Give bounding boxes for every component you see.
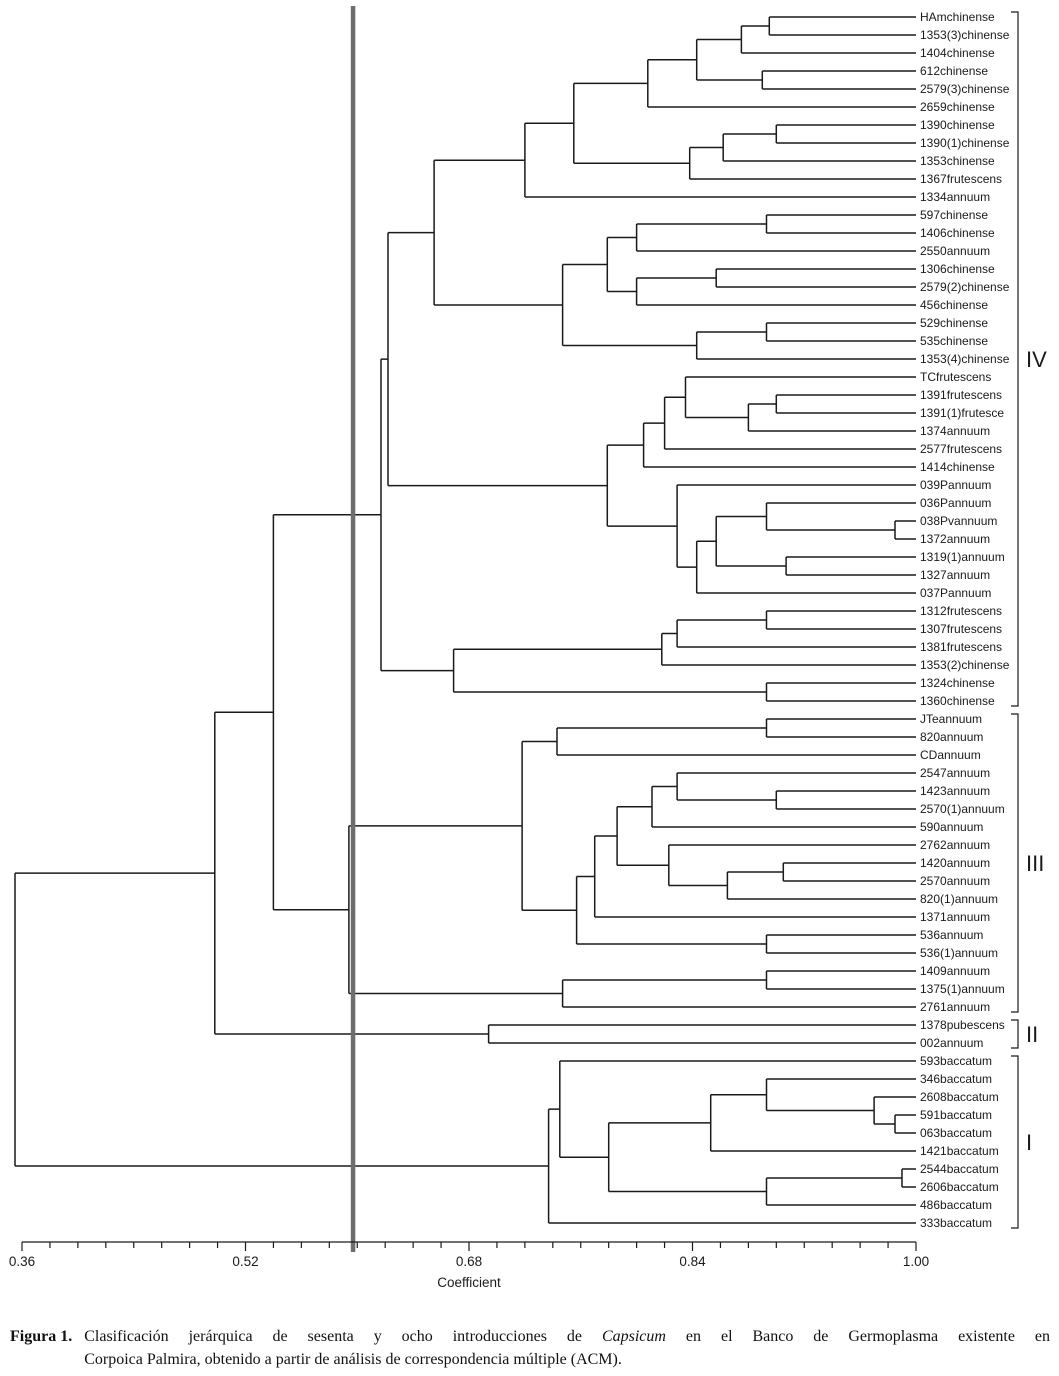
leaf-label: 1353(4)chinense bbox=[920, 352, 1010, 366]
leaf-label: 456chinense bbox=[920, 298, 988, 312]
leaf-label: 1391(1)frutesce bbox=[920, 406, 1004, 420]
caption-text-post: en el Banco de Germoplasma existente en bbox=[665, 1328, 1050, 1345]
leaf-label: 535chinense bbox=[920, 334, 988, 348]
leaf-label: 1414chinense bbox=[920, 460, 995, 474]
leaf-label: 820(1)annuum bbox=[920, 892, 998, 906]
leaf-label: CDannuum bbox=[920, 748, 981, 762]
leaf-label: 2579(3)chinense bbox=[920, 82, 1010, 96]
group-label: II bbox=[1026, 1022, 1038, 1047]
x-axis-tick-label: 0.52 bbox=[232, 1254, 258, 1269]
caption-label: Figura 1. bbox=[10, 1328, 73, 1345]
leaf-label: 612chinense bbox=[920, 64, 988, 78]
leaf-label: 037Pannuum bbox=[920, 586, 991, 600]
leaf-label: 529chinense bbox=[920, 316, 988, 330]
leaf-label: 1371annuum bbox=[920, 910, 990, 924]
x-axis-tick-label: 0.84 bbox=[679, 1254, 706, 1269]
x-axis-tick-label: 0.68 bbox=[456, 1254, 482, 1269]
leaf-label: 536(1)annuum bbox=[920, 946, 998, 960]
leaf-label: 1375(1)annuum bbox=[920, 982, 1005, 996]
leaf-label: 346baccatum bbox=[920, 1072, 992, 1086]
leaf-label: 597chinense bbox=[920, 208, 988, 222]
leaf-label: 1367frutescens bbox=[920, 172, 1002, 186]
leaf-label: 1306chinense bbox=[920, 262, 995, 276]
leaf-label: 2570annuum bbox=[920, 874, 990, 888]
leaf-label: 2606baccatum bbox=[920, 1180, 999, 1194]
leaf-label: 1353(2)chinense bbox=[920, 658, 1010, 672]
group-bracket bbox=[1011, 713, 1019, 1013]
leaf-label: 590annuum bbox=[920, 820, 983, 834]
leaf-label: 2544baccatum bbox=[920, 1162, 999, 1176]
leaf-label: 536annuum bbox=[920, 928, 983, 942]
caption-text: Clasificación jerárquica de sesenta y oc… bbox=[84, 1326, 1050, 1371]
dendrogram-links bbox=[14, 16, 916, 1224]
leaf-label: 1360chinense bbox=[920, 694, 995, 708]
leaf-label: 1324chinense bbox=[920, 676, 995, 690]
leaf-label: 1353chinense bbox=[920, 154, 995, 168]
caption-line-2: Corpoica Palmira, obtenido a partir de a… bbox=[84, 1350, 622, 1368]
dendrogram-figure: HAmchinense 1353(3)chinense 1404chinense 61… bbox=[9, 6, 1047, 1290]
leaf-label: TCfrutescens bbox=[920, 370, 991, 384]
group-label: IV bbox=[1026, 347, 1047, 372]
leaf-label: 036Pannuum bbox=[920, 496, 991, 510]
leaf-label: 2659chinense bbox=[920, 100, 995, 114]
leaf-label: 1307frutescens bbox=[920, 622, 1002, 636]
leaf-label: 1390(1)chinense bbox=[920, 136, 1010, 150]
group-bracket bbox=[1011, 1019, 1019, 1049]
leaf-label: 039Pannuum bbox=[920, 478, 991, 492]
leaf-label: 1381frutescens bbox=[920, 640, 1002, 654]
leaf-label: 1390chinense bbox=[920, 118, 995, 132]
leaf-label: 486baccatum bbox=[920, 1198, 992, 1212]
figure-caption: Figura 1. Clasificación jerárquica de se… bbox=[10, 1326, 1050, 1371]
leaf-label: HAmchinense bbox=[920, 10, 995, 24]
leaf-label: 2761annuum bbox=[920, 1000, 990, 1014]
x-axis-tick-label: 1.00 bbox=[903, 1254, 929, 1269]
leaf-label: 1423annuum bbox=[920, 784, 990, 798]
leaf-label: 1372annuum bbox=[920, 532, 990, 546]
leaf-label: 1334annuum bbox=[920, 190, 990, 204]
leaf-label: 1409annuum bbox=[920, 964, 990, 978]
group-bracket bbox=[1011, 1055, 1019, 1229]
leaf-label: 2579(2)chinense bbox=[920, 280, 1010, 294]
group-label: III bbox=[1026, 851, 1044, 876]
leaf-label: 1319(1)annuum bbox=[920, 550, 1005, 564]
leaf-label: 063baccatum bbox=[920, 1126, 992, 1140]
leaf-label: 1391frutescens bbox=[920, 388, 1002, 402]
leaf-label: 1404chinense bbox=[920, 46, 995, 60]
leaf-label: 1420annuum bbox=[920, 856, 990, 870]
leaf-label: 1327annuum bbox=[920, 568, 990, 582]
leaf-label: 2570(1)annuum bbox=[920, 802, 1005, 816]
group-bracket bbox=[1011, 11, 1019, 707]
leaf-label: 2608baccatum bbox=[920, 1090, 999, 1104]
leaf-label: 2762annuum bbox=[920, 838, 990, 852]
leaf-label: 1378pubescens bbox=[920, 1018, 1005, 1032]
leaf-label: 1374annuum bbox=[920, 424, 990, 438]
leaf-label: 2577frutescens bbox=[920, 442, 1002, 456]
leaf-label: 1421baccatum bbox=[920, 1144, 999, 1158]
leaf-label: 1312frutescens bbox=[920, 604, 1002, 618]
leaf-label: 2547annuum bbox=[920, 766, 990, 780]
leaf-label: 820annuum bbox=[920, 730, 983, 744]
leaf-label: 593baccatum bbox=[920, 1054, 992, 1068]
x-axis-tick-label: 0.36 bbox=[9, 1254, 35, 1269]
leaf-label: 038Pvannuum bbox=[920, 514, 997, 528]
x-axis-title: Coefficient bbox=[437, 1275, 501, 1290]
caption-line-1: Clasificación jerárquica de sesenta y oc… bbox=[84, 1326, 1050, 1349]
caption-text-pre: Clasificación jerárquica de sesenta y oc… bbox=[84, 1328, 602, 1345]
leaf-label: 333baccatum bbox=[920, 1216, 992, 1230]
leaf-label: 002annuum bbox=[920, 1036, 983, 1050]
leaf-label: 2550annuum bbox=[920, 244, 990, 258]
leaf-label: 1406chinense bbox=[920, 226, 995, 240]
leaf-label: 591baccatum bbox=[920, 1108, 992, 1122]
leaf-label: 1353(3)chinense bbox=[920, 28, 1010, 42]
caption-species-italic: Capsicum bbox=[601, 1328, 666, 1345]
leaf-label: JTeannuum bbox=[920, 712, 982, 726]
group-label: I bbox=[1026, 1130, 1032, 1155]
